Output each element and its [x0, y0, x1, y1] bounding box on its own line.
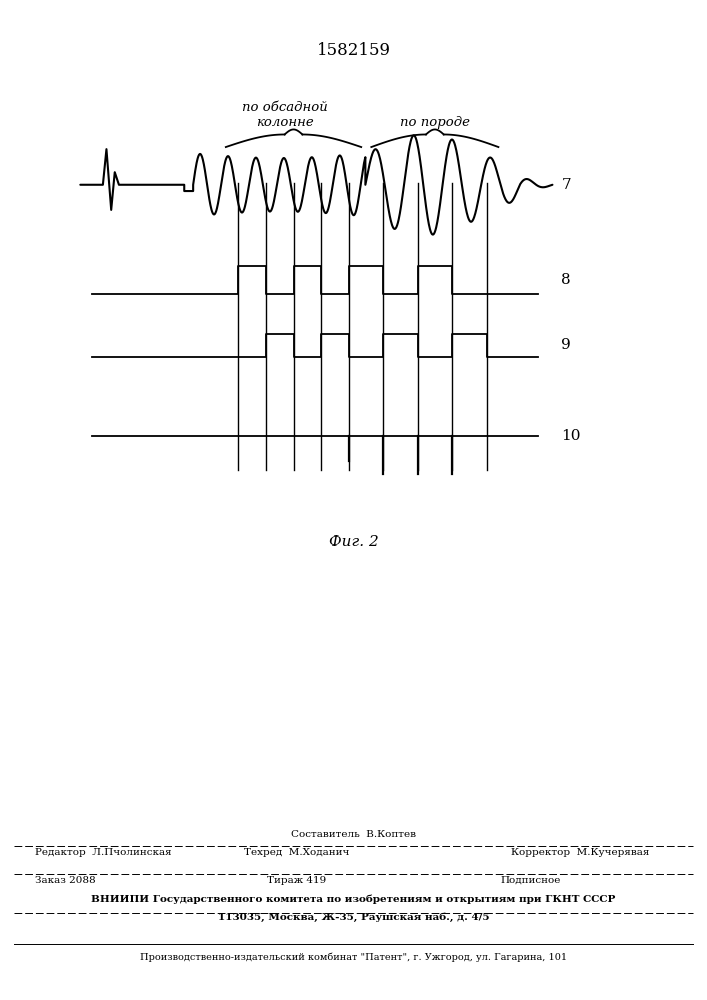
- Text: Техред  М.Ходанич: Техред М.Ходанич: [244, 848, 350, 857]
- Text: Подписное: Подписное: [500, 876, 561, 885]
- Text: 8: 8: [561, 273, 571, 287]
- Text: 9: 9: [561, 338, 571, 352]
- Text: 10: 10: [561, 429, 581, 443]
- Text: по породе: по породе: [400, 116, 470, 129]
- Text: Редактор  Л.Пчолинская: Редактор Л.Пчолинская: [35, 848, 172, 857]
- Text: Тираж 419: Тираж 419: [267, 876, 327, 885]
- Text: Составитель  В.Коптев: Составитель В.Коптев: [291, 830, 416, 839]
- Text: Корректор  М.Кучерявая: Корректор М.Кучерявая: [510, 848, 649, 857]
- Text: 113035, Москва, Ж-35, Раушская наб., д. 4/5: 113035, Москва, Ж-35, Раушская наб., д. …: [218, 912, 489, 922]
- Text: Заказ 2088: Заказ 2088: [35, 876, 96, 885]
- Text: 1582159: 1582159: [317, 42, 390, 59]
- Text: 7: 7: [561, 178, 571, 192]
- Text: ВНИИПИ Государственного комитета по изобретениям и открытиям при ГКНТ СССР: ВНИИПИ Государственного комитета по изоб…: [91, 895, 616, 904]
- Text: Производственно-издательский комбинат "Патент", г. Ужгород, ул. Гагарина, 101: Производственно-издательский комбинат "П…: [140, 953, 567, 962]
- Text: по обсадной
колонне: по обсадной колонне: [242, 101, 327, 129]
- Text: Фиг. 2: Фиг. 2: [329, 535, 378, 549]
